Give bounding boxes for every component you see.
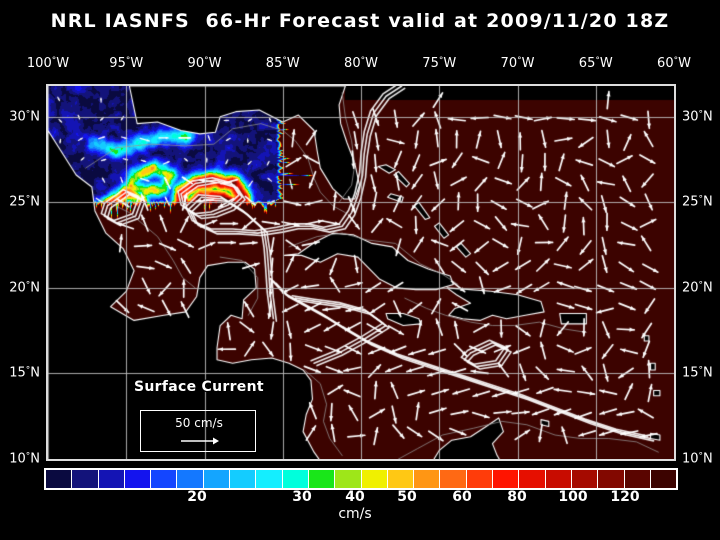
longitude-tick-75w: 75°W: [422, 56, 457, 71]
colorbar-cell-0: [46, 470, 73, 488]
latitude-tick-25n-right: 25°N: [682, 194, 713, 210]
colorbar-cell-16: [466, 470, 494, 488]
right-arrow-icon: [141, 435, 257, 447]
colorbar-cell-4: [151, 470, 178, 488]
longitude-tick-90w: 90°W: [187, 56, 222, 71]
colorbar-cell-12: [361, 470, 388, 488]
latitude-tick-15n-left: 15°N: [9, 365, 40, 381]
colorbar-tick-60: 60: [452, 489, 472, 505]
colorbar-cell-11: [335, 470, 362, 488]
colorbar-cell-9: [282, 470, 309, 488]
latitude-tick-10n-left: 10°N: [9, 451, 40, 467]
longitude-tick-70w: 70°W: [500, 56, 535, 71]
colorbar-tick-20: 20: [187, 489, 207, 505]
surface-current-heatmap[interactable]: [48, 86, 674, 459]
longitude-tick-85w: 85°W: [265, 56, 300, 71]
colorbar-cell-1: [72, 470, 99, 488]
colorbar-cell-17: [493, 470, 520, 488]
longitude-tick-60w: 60°W: [657, 56, 691, 71]
colorbar-tick-80: 80: [507, 489, 527, 505]
colorbar-cell-6: [203, 470, 231, 488]
colorbar-tick-30: 30: [292, 489, 312, 505]
colorbar-cell-19: [545, 470, 572, 488]
colorbar-tick-120: 120: [610, 489, 640, 505]
colorbar-cell-15: [440, 470, 467, 488]
colorbar-cell-3: [124, 470, 152, 488]
colorbar-cell-2: [98, 470, 125, 488]
colorbar-cell-22: [624, 470, 651, 488]
longitude-tick-100w: 100°W: [26, 56, 70, 71]
latitude-tick-30n-right: 30°N: [682, 109, 713, 125]
latitude-tick-20n-right: 20°N: [682, 280, 713, 296]
colorbar-cell-14: [414, 470, 441, 488]
colorbar-tick-100: 100: [558, 489, 588, 505]
colorbar-cell-20: [571, 470, 599, 488]
colorbar[interactable]: [44, 468, 678, 490]
map-frame[interactable]: Surface Current 50 cm/s: [46, 84, 676, 461]
latitude-tick-10n-right: 10°N: [682, 451, 713, 467]
latitude-tick-20n-left: 20°N: [9, 280, 40, 296]
longitude-tick-80w: 80°W: [344, 56, 378, 71]
colorbar-units: cm/s: [338, 506, 372, 522]
colorbar-cell-23: [650, 470, 677, 488]
longitude-tick-95w: 95°W: [109, 56, 144, 71]
colorbar-cell-5: [177, 470, 204, 488]
colorbar-cell-8: [256, 470, 283, 488]
page-title: NRL IASNFS 66-Hr Forecast valid at 2009/…: [50, 10, 670, 32]
colorbar-tick-50: 50: [397, 489, 417, 505]
vector-scale-box: 50 cm/s: [140, 410, 256, 452]
colorbar-cell-21: [598, 470, 625, 488]
colorbar-cell-7: [230, 470, 257, 488]
colorbar-cell-10: [308, 470, 336, 488]
longitude-tick-65w: 65°W: [578, 56, 613, 71]
legend-title: Surface Current: [134, 379, 264, 395]
colorbar-tick-40: 40: [345, 489, 365, 505]
longitude-axis: 100°W 95°W 90°W 85°W 80°W 75°W 70°W 65°W 60°W: [0, 56, 720, 76]
latitude-tick-30n-left: 30°N: [9, 109, 40, 125]
latitude-tick-25n-left: 25°N: [9, 194, 40, 210]
latitude-tick-15n-right: 15°N: [682, 365, 713, 381]
colorbar-cell-13: [387, 470, 415, 488]
colorbar-cell-18: [519, 470, 546, 488]
vector-scale-label: 50 cm/s: [175, 416, 223, 430]
